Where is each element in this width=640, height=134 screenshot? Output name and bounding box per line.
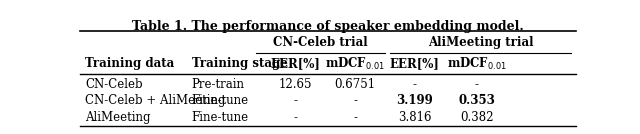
Text: Fine-tune: Fine-tune [191, 94, 249, 107]
Text: Training stage: Training stage [191, 57, 287, 70]
Text: -: - [353, 94, 357, 107]
Text: -: - [413, 78, 417, 91]
Text: 0.353: 0.353 [458, 94, 495, 107]
Text: AliMeeting: AliMeeting [85, 111, 150, 124]
Text: CN-Celeb + AliMeeting: CN-Celeb + AliMeeting [85, 94, 225, 107]
Text: CN-Celeb: CN-Celeb [85, 78, 143, 91]
Text: EER[%]: EER[%] [390, 57, 440, 70]
Text: 3.199: 3.199 [396, 94, 433, 107]
Text: mDCF$_{0.01}$: mDCF$_{0.01}$ [325, 55, 385, 72]
Text: 3.816: 3.816 [398, 111, 431, 124]
Text: Pre-train: Pre-train [191, 78, 244, 91]
Text: Training data: Training data [85, 57, 174, 70]
Text: 12.65: 12.65 [279, 78, 312, 91]
Text: EER[%]: EER[%] [271, 57, 321, 70]
Text: -: - [294, 94, 298, 107]
Text: mDCF$_{0.01}$: mDCF$_{0.01}$ [447, 55, 507, 72]
Text: -: - [475, 78, 479, 91]
Text: -: - [353, 111, 357, 124]
Text: 0.382: 0.382 [460, 111, 493, 124]
Text: AliMeeting trial: AliMeeting trial [428, 36, 533, 49]
Text: -: - [294, 111, 298, 124]
Text: Fine-tune: Fine-tune [191, 111, 249, 124]
Text: Table 1. The performance of speaker embedding model.: Table 1. The performance of speaker embe… [132, 20, 524, 33]
Text: CN-Celeb trial: CN-Celeb trial [273, 36, 368, 49]
Text: 0.6751: 0.6751 [335, 78, 376, 91]
